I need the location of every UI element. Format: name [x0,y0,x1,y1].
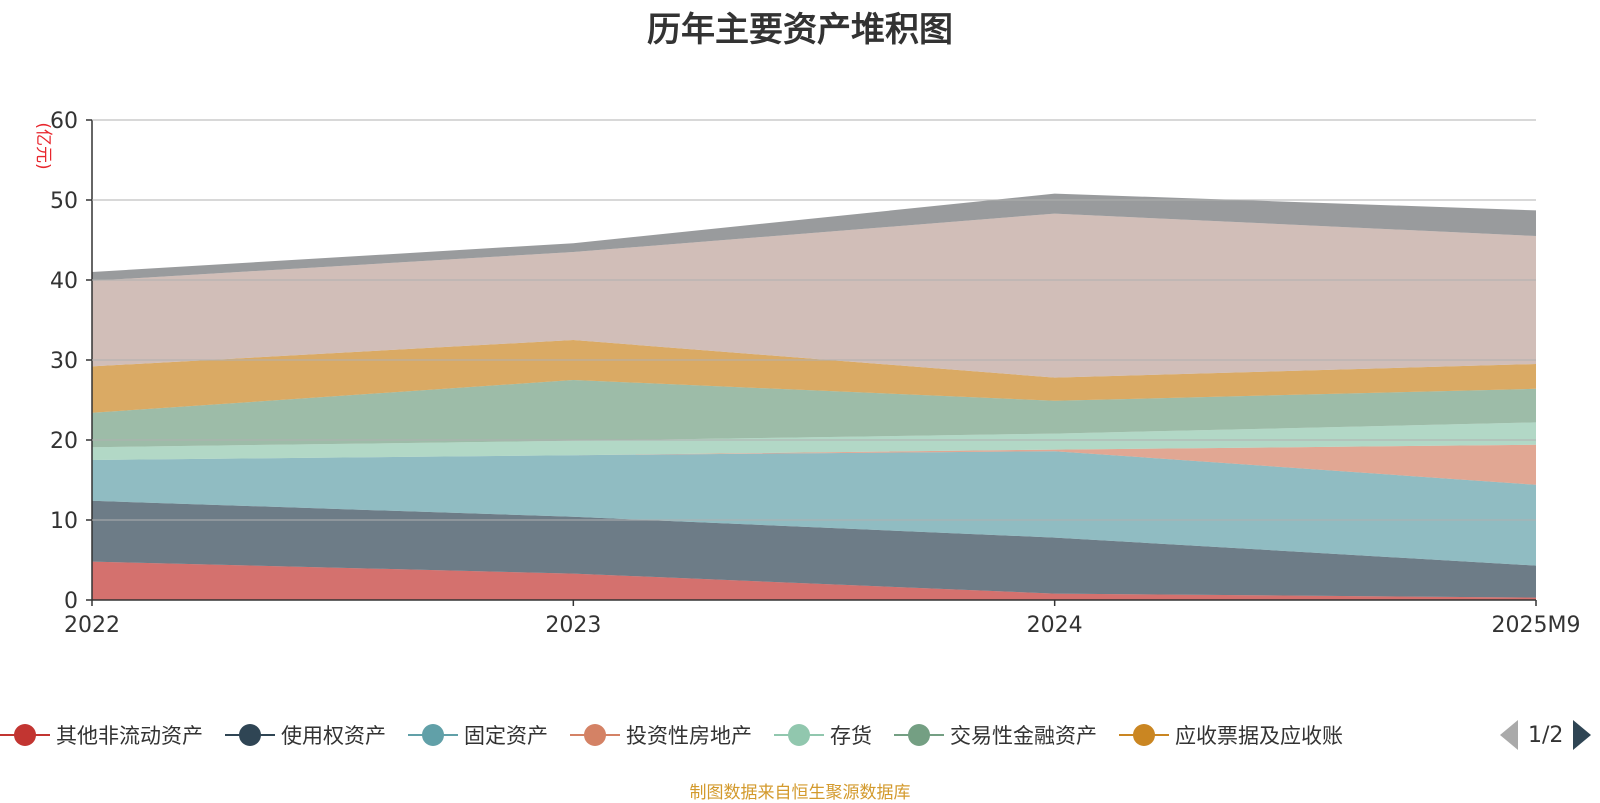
area-series-3 [92,444,1536,485]
legend-item[interactable]: 其他非流动资产 [0,720,203,750]
area-series-2 [92,451,1536,566]
y-axis-label: (亿元) [33,122,53,169]
legend-pager: 1/2 [1500,718,1592,752]
y-tick-label: 40 [50,269,78,294]
legend-item[interactable]: 投资性房地产 [570,720,752,750]
legend-label: 应收票据及应收账 [1175,724,1343,748]
legend-marker-icon [1119,721,1169,749]
x-tick-label: 2023 [545,613,601,638]
legend-item[interactable]: 固定资产 [408,720,548,750]
legend-marker-icon [225,721,275,749]
y-tick-label: 0 [64,589,78,614]
legend-marker-icon [408,721,458,749]
legend: 其他非流动资产 使用权资产 固定资产 投资性房地产 存货 交易性金融资产 应收票据及应收账 [0,718,1365,752]
legend-label: 交易性金融资产 [950,724,1097,748]
y-tick-label: 20 [50,429,78,454]
legend-label: 存货 [830,724,872,748]
legend-item[interactable]: 应收票据及应收账 [1119,720,1343,750]
legend-item[interactable]: 交易性金融资产 [894,720,1097,750]
y-tick-label: 30 [50,349,78,374]
legend-label: 使用权资产 [281,724,386,748]
y-tick-label: 50 [50,189,78,214]
legend-label: 固定资产 [464,724,548,748]
area-series-6 [92,340,1536,413]
legend-item[interactable]: 存货 [774,720,872,750]
area-series-4 [92,422,1536,460]
chart-title: 历年主要资产堆积图 [647,10,953,50]
legend-marker-icon [774,721,824,749]
legend-label: 投资性房地产 [626,724,752,748]
legend-prev-page-icon[interactable] [1500,720,1518,750]
y-tick-label: 60 [50,109,78,134]
legend-marker-icon [570,721,620,749]
x-tick-label: 2024 [1027,613,1083,638]
legend-item[interactable]: 使用权资产 [225,720,386,750]
area-series-8 [92,193,1536,281]
y-tick-label: 10 [50,509,78,534]
area-series-7 [92,213,1536,378]
legend-marker-icon [0,721,50,749]
legend-next-page-icon[interactable] [1573,720,1592,750]
x-tick-label: 2022 [64,613,120,638]
x-tick-label: 2025M9 [1492,613,1581,638]
legend-marker-icon [894,721,944,749]
area-series-1 [92,500,1536,598]
area-series-5 [92,380,1536,448]
data-source-note: 制图数据来自恒生聚源数据库 [689,783,911,803]
area-series-0 [92,561,1536,600]
legend-label: 其他非流动资产 [56,724,203,748]
legend-page-indicator: 1/2 [1528,722,1564,748]
